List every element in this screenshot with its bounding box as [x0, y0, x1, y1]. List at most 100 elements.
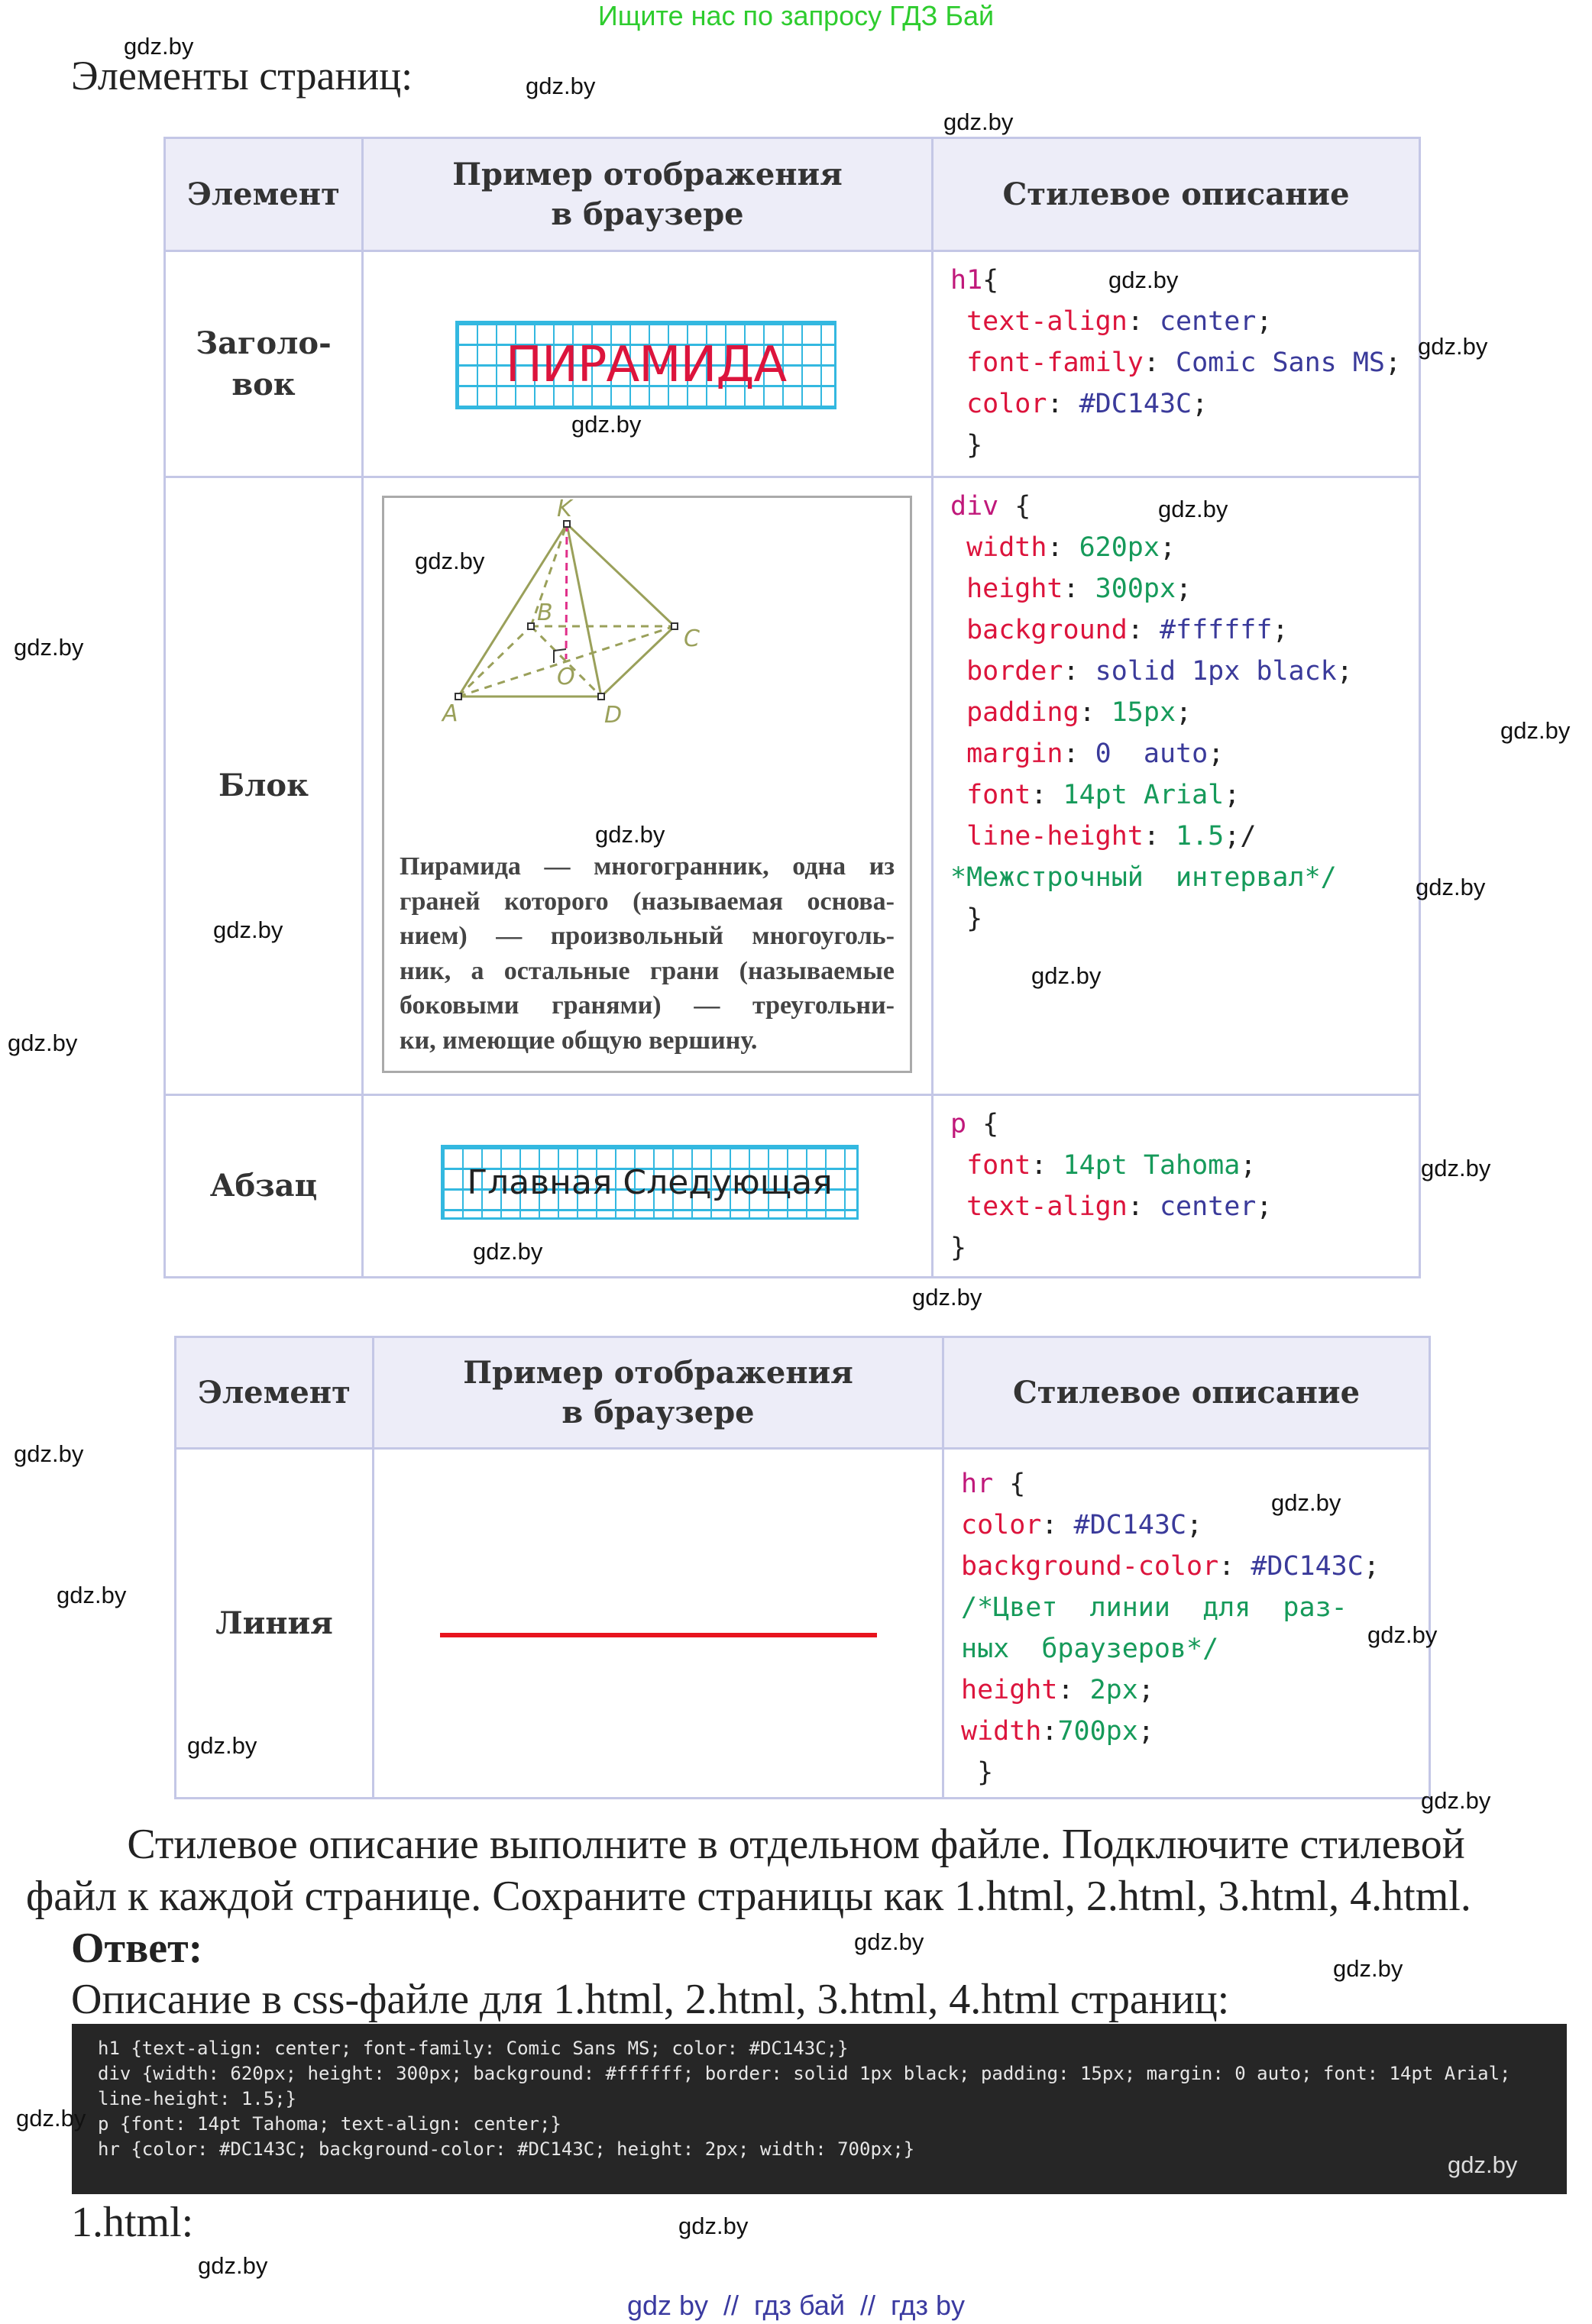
code-line: padding: 15px;	[950, 692, 1353, 733]
watermark: gdz.by	[1108, 267, 1179, 293]
watermark: gdz.by	[16, 2105, 86, 2132]
code-token: ;	[1224, 780, 1241, 810]
watermark: gdz.by	[1031, 962, 1102, 989]
table-row: Блок	[163, 476, 1421, 1096]
definition-line: Пирамида — многогранник, одна из	[400, 852, 895, 881]
pyramid-diagram: K B C A D O	[441, 498, 700, 729]
header-element: Элемент	[163, 137, 364, 252]
code-token: border	[950, 656, 1063, 687]
paragraph-example-text: Главная Следующая	[467, 1162, 833, 1202]
code-token: ;	[1363, 1551, 1380, 1582]
table-row: Линия hr {color: #DC143C; background-colo…	[174, 1447, 1431, 1799]
code-line: line-height: 1.5;/	[950, 816, 1353, 857]
code-token: /*Цвет линии для раз-	[961, 1592, 1348, 1623]
code-line: height: 300px;	[950, 568, 1353, 609]
code-token: #DC143C	[1251, 1551, 1364, 1582]
code-token: ;	[1192, 389, 1209, 419]
table-row: Заголо- вок ПИРАМИДА h1{ text-align: cen…	[163, 250, 1421, 478]
watermark: gdz.by	[1271, 1489, 1341, 1516]
task-line-2: файл к каждой странице. Сохраните страни…	[26, 1873, 1471, 1920]
code-token: }	[961, 1757, 994, 1788]
diag-ac	[458, 625, 675, 698]
code-token: ;	[1256, 1191, 1273, 1222]
label-b: B	[537, 600, 553, 626]
code-token: :	[1063, 574, 1095, 604]
code-token: :	[1047, 389, 1079, 419]
definition-line: граней которого (называемая основа-	[400, 887, 895, 916]
header-example: Пример отображения в браузере	[372, 1336, 944, 1450]
watermark: gdz.by	[1448, 2151, 1518, 2178]
definition-line: нием) — произвольный многоуголь-	[400, 922, 895, 950]
css-code-h1: h1{ text-align: center; font-family: Com…	[950, 260, 1401, 466]
code-line: font: 14pt Tahoma;	[950, 1145, 1272, 1186]
watermark: gdz.by	[8, 1029, 78, 1056]
code-line: color: #DC143C;	[961, 1505, 1380, 1546]
hr-example-line	[440, 1633, 877, 1637]
definition-line: ки, имеющие общую вершину.	[400, 1026, 758, 1055]
code-token: ;	[1159, 532, 1176, 563]
code-line: *Межстрочный интервал*/	[950, 857, 1353, 898]
code-token: }	[950, 430, 983, 461]
watermark: gdz.by	[1421, 1787, 1491, 1814]
code-token: height	[950, 574, 1063, 604]
pyramid-definition: Пирамида — многогранник, одна из граней …	[400, 849, 895, 1058]
code-token: :	[1063, 656, 1095, 687]
code-token: {	[982, 265, 999, 296]
watermark: gdz.by	[57, 1582, 127, 1608]
edge-bk	[529, 523, 568, 627]
watermark: gdz.by	[571, 411, 642, 438]
code-token: solid 1px black	[1095, 656, 1337, 687]
watermark: gdz.by	[595, 821, 665, 848]
code-line: p {	[950, 1104, 1272, 1145]
code-token: 620px	[1079, 532, 1160, 563]
css-code-p: p { font: 14pt Tahoma; text-align: cente…	[950, 1104, 1272, 1269]
code-line: div {	[950, 486, 1353, 527]
diag-bd	[529, 625, 603, 698]
footer-links[interactable]: gdz by // гдз бай // гдз by	[626, 2290, 966, 2321]
watermark: gdz.by	[14, 634, 84, 661]
code-token: {	[993, 1469, 1026, 1499]
code-token: 300px	[1095, 574, 1176, 604]
code-token: background-color	[961, 1551, 1219, 1582]
element-name: Абзац	[209, 1168, 318, 1204]
definition-line: ник, а остальные грани (называемые	[400, 956, 895, 985]
code-token: ;	[1186, 1510, 1203, 1540]
heading-example-text: ПИРАМИДА	[505, 337, 787, 393]
code-line: margin: 0 auto;	[950, 733, 1353, 774]
label-a: A	[441, 700, 458, 727]
code-line: h1 {text-align: center; font-family: Com…	[98, 2038, 849, 2059]
code-token: 0 auto	[1095, 739, 1209, 769]
code-line: }	[950, 425, 1401, 466]
table-row: Абзац Главная Следующая p { font: 14pt T…	[163, 1094, 1421, 1278]
element-name: Линия	[215, 1605, 333, 1641]
code-line: height: 2px;	[961, 1669, 1380, 1711]
code-token: 14pt Tahoma	[1063, 1150, 1241, 1181]
code-line: width:700px;	[961, 1711, 1380, 1752]
elements-table-2: Элемент Пример отображения в браузере Ст…	[174, 1336, 1431, 1799]
code-token: background	[950, 615, 1128, 645]
code-line: font-family: Comic Sans MS;	[950, 342, 1401, 383]
file-label: 1.html:	[71, 2199, 194, 2246]
code-token: ;	[1176, 574, 1192, 604]
edge-dk	[565, 523, 603, 697]
code-token: {	[966, 1109, 999, 1139]
watermark: gdz.by	[1416, 874, 1486, 900]
section-title: Элементы страниц:	[71, 53, 413, 99]
code-line: ных браузеров*/	[961, 1628, 1380, 1669]
code-token: :	[1041, 1510, 1074, 1540]
watermark: gdz.by	[124, 33, 194, 60]
header-style: Стилевое описание	[942, 1336, 1431, 1450]
code-token: *Межстрочный интервал*/	[950, 862, 1337, 893]
css-caption: Описание в css-файле для 1.html, 2.html,…	[71, 1976, 1230, 2023]
code-token: }	[950, 903, 983, 934]
watermark: gdz.by	[526, 73, 596, 99]
code-token: margin	[950, 739, 1063, 769]
code-token: font-family	[950, 347, 1144, 378]
code-token: ;	[1336, 656, 1353, 687]
header-example: Пример отображения в браузере	[361, 137, 934, 252]
code-token: color	[961, 1510, 1042, 1540]
code-token: height	[961, 1675, 1058, 1705]
height-ko	[565, 523, 568, 660]
code-line: text-align: center;	[950, 301, 1401, 342]
code-token: Comic Sans MS	[1176, 347, 1385, 378]
